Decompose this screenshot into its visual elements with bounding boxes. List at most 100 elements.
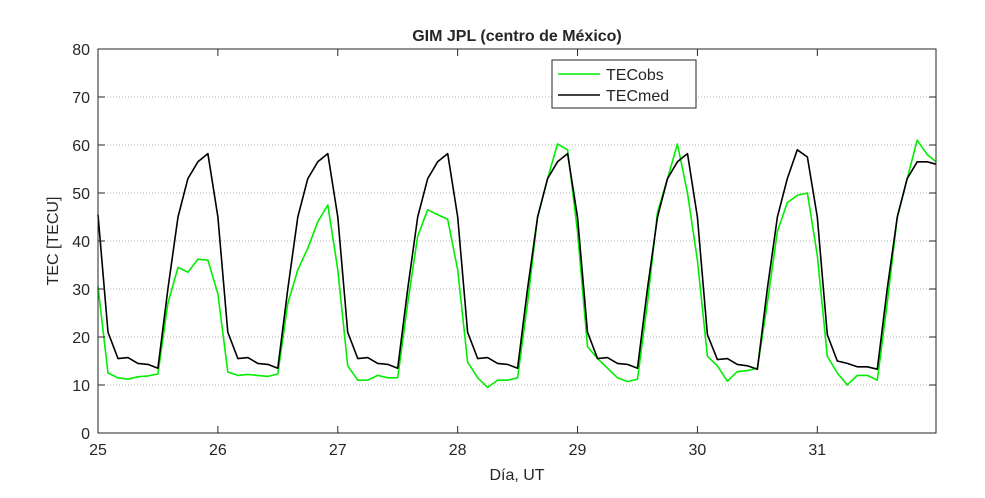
data-point (357, 358, 359, 360)
data-point (367, 379, 369, 381)
data-point (217, 216, 219, 218)
data-point (886, 288, 888, 290)
data-point (127, 357, 129, 359)
data-point (247, 374, 249, 376)
data-point (337, 269, 339, 271)
data-point (377, 375, 379, 377)
data-point (147, 364, 149, 366)
data-point (117, 358, 119, 360)
data-point (637, 378, 639, 380)
data-point (727, 380, 729, 382)
data-point (846, 384, 848, 386)
data-point (197, 161, 199, 163)
data-point (347, 331, 349, 333)
data-point (227, 331, 229, 333)
data-point (867, 375, 869, 377)
data-point (587, 331, 589, 333)
data-point (906, 178, 908, 180)
data-point (607, 367, 609, 369)
data-point (687, 153, 689, 155)
y-tick-label: 50 (72, 186, 90, 203)
data-point (367, 357, 369, 359)
data-point (157, 367, 159, 369)
data-point (837, 372, 839, 374)
x-tick-label: 27 (329, 442, 347, 459)
data-point (567, 153, 569, 155)
data-point (337, 216, 339, 218)
data-point (277, 367, 279, 369)
data-point (527, 288, 529, 290)
data-point (876, 368, 878, 370)
data-point (796, 195, 798, 197)
x-axis-label: Día, UT (489, 467, 544, 484)
data-point (717, 359, 719, 361)
data-point (137, 363, 139, 365)
data-point (327, 204, 329, 206)
legend-box (551, 59, 697, 109)
data-point (507, 364, 509, 366)
data-point (537, 216, 539, 218)
data-point (377, 363, 379, 365)
data-point (747, 370, 749, 372)
data-point (457, 269, 459, 271)
data-point (167, 288, 169, 290)
data-point (807, 156, 809, 158)
data-point (467, 361, 469, 363)
data-point (777, 231, 779, 233)
data-point (307, 247, 309, 249)
data-point (387, 377, 389, 379)
data-point (796, 149, 798, 151)
data-point (297, 269, 299, 271)
data-point (117, 377, 119, 379)
y-tick-label: 70 (72, 90, 90, 107)
data-point (157, 373, 159, 375)
data-point (327, 153, 329, 155)
data-point (267, 376, 269, 378)
data-point (277, 373, 279, 375)
data-point (497, 363, 499, 365)
data-point (737, 364, 739, 366)
data-point (787, 202, 789, 204)
data-point (567, 149, 569, 151)
data-point (267, 364, 269, 366)
data-point (777, 216, 779, 218)
data-point (837, 360, 839, 362)
data-point (747, 365, 749, 367)
x-tick-label: 31 (808, 442, 826, 459)
data-point (197, 258, 199, 260)
data-point (867, 366, 869, 368)
data-point (247, 357, 249, 359)
data-point (107, 331, 109, 333)
data-point (317, 161, 319, 163)
legend-label-tecobs: TECobs (606, 67, 664, 84)
data-point (657, 216, 659, 218)
data-point (437, 214, 439, 216)
data-point (517, 377, 519, 379)
data-point (627, 364, 629, 366)
ticks: 25 26 27 28 29 30 31 0 10 20 30 40 50 60 70 80 (72, 42, 936, 459)
data-point (237, 375, 239, 377)
data-point (477, 358, 479, 360)
chart-title: GIM JPL (centro de México) (412, 28, 622, 45)
data-point (227, 371, 229, 373)
data-point (807, 192, 809, 194)
data-point (357, 379, 359, 381)
data-point (457, 216, 459, 218)
data-point (617, 363, 619, 365)
data-point (547, 178, 549, 180)
x-tick-label: 26 (209, 442, 227, 459)
data-point (187, 271, 189, 273)
series-line-tecmed (97, 149, 937, 371)
data-point (677, 161, 679, 163)
data-point (427, 209, 429, 211)
y-tick-label: 40 (72, 234, 90, 251)
x-tick-label: 28 (449, 442, 467, 459)
data-point (597, 358, 599, 360)
data-point (577, 216, 579, 218)
data-point (297, 216, 299, 218)
data-point (437, 161, 439, 163)
y-axis-label: TEC [TECU] (45, 197, 62, 286)
data-point (217, 293, 219, 295)
